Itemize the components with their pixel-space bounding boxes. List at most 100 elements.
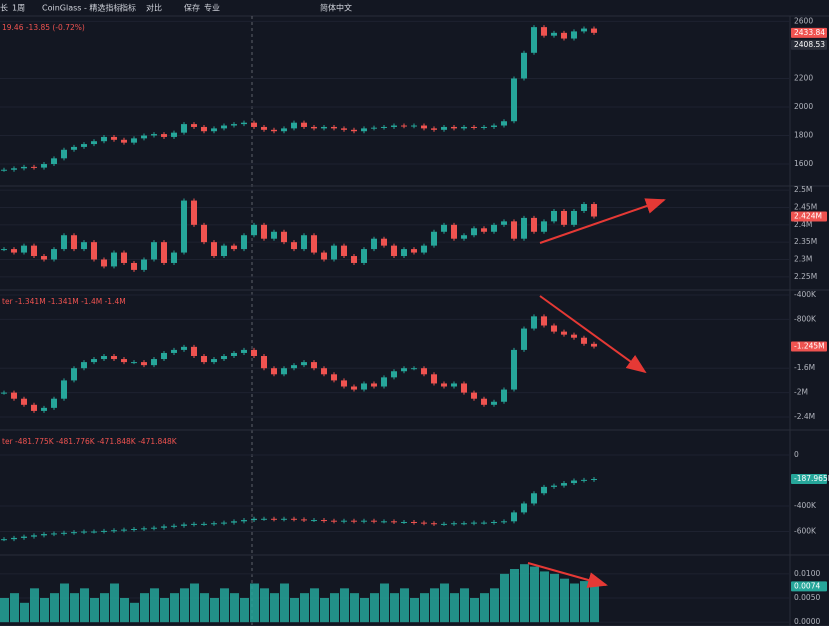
candle (441, 383, 447, 387)
candle (271, 231, 277, 239)
candle (451, 126, 457, 129)
candle (551, 325, 557, 332)
candle (51, 533, 57, 535)
annotation-arrow (539, 198, 666, 244)
y-tick-label: -2.4M (794, 412, 815, 421)
candle (101, 136, 107, 142)
volume-bar (290, 597, 299, 623)
candle (361, 128, 367, 132)
volume-bar (210, 597, 219, 623)
candle (321, 520, 327, 522)
candle (431, 523, 437, 525)
candle (401, 368, 407, 372)
volume-bar (450, 593, 459, 623)
legend: ter -1.341M -1.341M -1.4M -1.4M (2, 297, 126, 306)
candle (411, 125, 417, 127)
candle (501, 389, 507, 402)
candle (341, 245, 347, 257)
candle (231, 124, 237, 126)
candle (441, 523, 447, 525)
candle (371, 127, 377, 129)
candle (91, 531, 97, 533)
candle (191, 200, 197, 225)
volume-bar (110, 583, 119, 623)
candle (391, 125, 397, 127)
candle (491, 521, 497, 523)
toolbar-item[interactable]: 专业 (204, 3, 220, 13)
volume-bar (550, 573, 559, 623)
candle (331, 245, 337, 260)
candle (351, 386, 357, 390)
candle (271, 518, 277, 520)
candle (421, 125, 427, 129)
candle (371, 383, 377, 387)
candle (181, 524, 187, 526)
candle (441, 126, 447, 130)
candle (511, 349, 517, 390)
volume-bar (120, 597, 129, 623)
y-tick-label: 2200 (794, 73, 813, 82)
candle (451, 224, 457, 239)
candle (271, 129, 277, 132)
toolbar-item[interactable]: 对比 (146, 3, 162, 13)
candle (591, 343, 597, 347)
candle (131, 362, 137, 364)
candle (51, 398, 57, 408)
candle (211, 359, 217, 363)
candle (221, 125, 227, 129)
candle (251, 349, 257, 357)
toolbar-item[interactable]: CoinGlass - 精选指标 (42, 3, 121, 13)
candle (81, 242, 87, 250)
price-tag (791, 473, 827, 484)
price-tag (791, 211, 827, 222)
candle (331, 374, 337, 381)
candle (41, 164, 47, 168)
candle (151, 359, 157, 366)
candle (381, 238, 387, 246)
candle (301, 362, 307, 366)
candle (331, 520, 337, 522)
volume-bar (350, 593, 359, 623)
candle (391, 521, 397, 523)
candle (341, 520, 347, 522)
candle (31, 535, 37, 537)
toolbar-item[interactable]: 1周 (12, 4, 25, 13)
candle (81, 362, 87, 369)
candle (361, 249, 367, 263)
candle (11, 168, 17, 170)
candle (11, 537, 17, 540)
candle (311, 362, 317, 369)
volume-bar (220, 588, 229, 623)
candle (21, 536, 27, 538)
volume-bar (410, 597, 419, 623)
candle (281, 231, 287, 243)
candle (541, 316, 547, 326)
candle (501, 121, 507, 126)
toolbar-item[interactable]: 指标 (120, 3, 136, 13)
candle (401, 125, 407, 127)
toolbar-item[interactable]: 保存 (184, 3, 200, 13)
candle (351, 520, 357, 522)
volume-bar (60, 583, 69, 623)
candle (201, 356, 207, 363)
candle (71, 235, 77, 250)
candle (321, 252, 327, 260)
candle (171, 132, 177, 137)
candle (271, 368, 277, 375)
volume-bar (140, 593, 149, 623)
candle (311, 235, 317, 253)
candle (571, 334, 577, 338)
volume-bar (400, 588, 409, 623)
candle (521, 503, 527, 513)
toolbar-item[interactable]: 简体中文 (320, 3, 352, 13)
y-tick-label: 1800 (794, 131, 813, 140)
candle (411, 249, 417, 253)
candle (291, 365, 297, 369)
candle (581, 479, 587, 481)
price-tag-label: 0.0074 (794, 581, 820, 590)
candle (71, 532, 77, 534)
candle (151, 242, 157, 260)
candle (371, 520, 377, 522)
candle (561, 32, 567, 39)
toolbar-item[interactable]: 长 (0, 3, 8, 13)
